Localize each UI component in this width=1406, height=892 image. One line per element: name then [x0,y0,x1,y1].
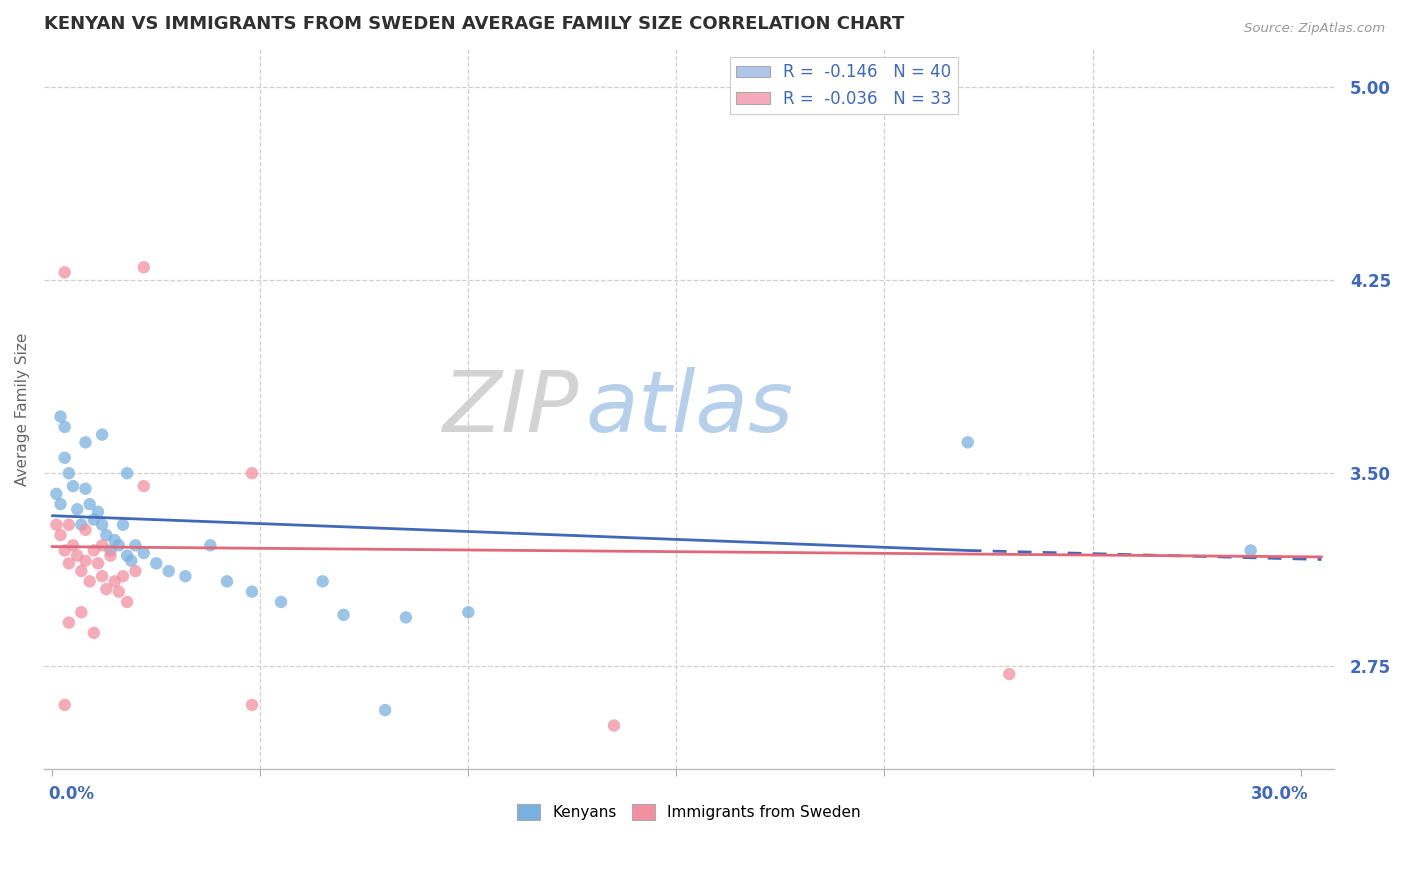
Y-axis label: Average Family Size: Average Family Size [15,332,30,485]
Point [374,703,396,717]
Point [87,505,110,519]
Point [96,528,118,542]
Point [58,467,80,481]
Point [107,538,129,552]
Point [75,523,97,537]
Point [956,435,979,450]
Text: KENYAN VS IMMIGRANTS FROM SWEDEN AVERAGE FAMILY SIZE CORRELATION CHART: KENYAN VS IMMIGRANTS FROM SWEDEN AVERAGE… [44,15,904,33]
Point [91,517,114,532]
Point [87,557,110,571]
Point [70,517,93,532]
Point [53,265,76,279]
Legend: Kenyans, Immigrants from Sweden: Kenyans, Immigrants from Sweden [510,798,866,827]
Point [58,557,80,571]
Point [45,487,67,501]
Point [115,549,138,563]
Point [200,538,222,552]
Point [270,595,292,609]
Text: ZIP: ZIP [443,368,579,450]
Point [240,467,263,481]
Point [96,582,118,596]
Point [58,615,80,630]
Point [53,420,76,434]
Point [132,260,155,275]
Point [91,538,114,552]
Point [66,549,89,563]
Point [62,479,84,493]
Point [83,625,105,640]
Point [395,610,418,624]
Point [312,574,335,589]
Point [49,409,72,424]
Point [62,538,84,552]
Text: 0.0%: 0.0% [48,785,94,803]
Point [111,517,134,532]
Point [83,512,105,526]
Point [83,543,105,558]
Point [998,667,1021,681]
Point [91,569,114,583]
Point [240,698,263,712]
Point [157,564,180,578]
Point [66,502,89,516]
Point [75,435,97,450]
Point [75,554,97,568]
Point [111,569,134,583]
Point [49,497,72,511]
Point [1240,543,1263,558]
Point [145,557,167,571]
Text: Source: ZipAtlas.com: Source: ZipAtlas.com [1244,22,1385,36]
Point [603,718,626,732]
Point [58,517,80,532]
Point [174,569,197,583]
Text: atlas: atlas [586,368,794,450]
Point [132,479,155,493]
Point [53,450,76,465]
Point [70,564,93,578]
Point [107,584,129,599]
Text: 30.0%: 30.0% [1251,785,1309,803]
Point [91,427,114,442]
Point [457,605,479,619]
Point [124,564,146,578]
Point [240,584,263,599]
Point [120,554,142,568]
Point [132,546,155,560]
Point [100,549,122,563]
Point [115,595,138,609]
Point [75,482,97,496]
Point [124,538,146,552]
Point [49,528,72,542]
Point [79,497,101,511]
Point [104,533,127,548]
Point [53,698,76,712]
Point [332,607,354,622]
Point [70,605,93,619]
Point [53,543,76,558]
Point [104,574,127,589]
Point [100,543,122,558]
Point [215,574,238,589]
Point [115,467,138,481]
Point [45,517,67,532]
Point [79,574,101,589]
